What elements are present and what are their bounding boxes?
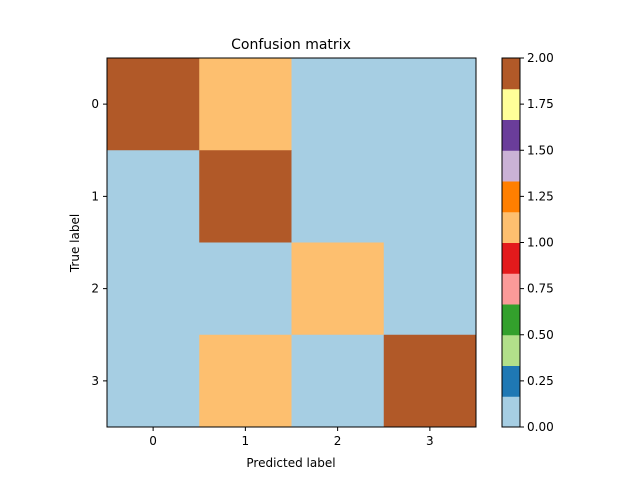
colorbar-tick-label: 1.00 bbox=[527, 236, 554, 250]
heatmap-cell-3-3 bbox=[383, 334, 477, 428]
y-tick-label: 3 bbox=[91, 374, 99, 388]
heatmap-cell-1-2 bbox=[291, 150, 385, 243]
colorbar-tick-label: 1.25 bbox=[527, 189, 554, 203]
colorbar-segment-9 bbox=[502, 119, 520, 151]
colorbar-segment-0 bbox=[502, 396, 520, 428]
y-axis-label: True label bbox=[68, 214, 82, 273]
colorbar-segment-4 bbox=[502, 273, 520, 305]
heatmap-cell-1-1 bbox=[199, 150, 292, 243]
x-axis-ticks: 0 1 2 3 bbox=[149, 427, 434, 448]
heatmap-cell-1-3 bbox=[383, 150, 477, 243]
heatmap-cell-2-2 bbox=[291, 242, 385, 336]
heatmap-cell-3-2 bbox=[291, 334, 385, 428]
x-tick-label: 1 bbox=[242, 434, 250, 448]
colorbar-segment-7 bbox=[502, 181, 520, 213]
x-tick-label: 2 bbox=[334, 434, 342, 448]
heatmap-cell-0-2 bbox=[291, 58, 385, 151]
heatmap-cell-1-0 bbox=[107, 150, 200, 243]
colorbar-segment-6 bbox=[502, 211, 520, 243]
heatmap-cell-0-3 bbox=[383, 58, 477, 151]
colorbar-tick-label: 0.50 bbox=[527, 328, 554, 342]
y-axis-ticks: 0 1 2 3 bbox=[91, 97, 107, 388]
colorbar bbox=[502, 58, 520, 428]
x-tick-label: 0 bbox=[149, 434, 157, 448]
colorbar-segment-11 bbox=[502, 58, 520, 90]
colorbar-segment-3 bbox=[502, 304, 520, 336]
colorbar-tick-label: 1.75 bbox=[527, 97, 554, 111]
colorbar-segment-5 bbox=[502, 242, 520, 274]
colorbar-tick-label: 1.50 bbox=[527, 143, 554, 157]
x-tick-label: 3 bbox=[426, 434, 434, 448]
colorbar-ticks: 0.00 0.25 0.50 0.75 1.00 1.25 1.50 1.75 2.00 bbox=[520, 51, 554, 434]
heatmap-cell-3-1 bbox=[199, 334, 292, 428]
plot-frame bbox=[106, 57, 477, 428]
y-tick-label: 1 bbox=[91, 189, 99, 203]
heatmap-cell-0-1 bbox=[199, 58, 292, 151]
y-tick-label: 0 bbox=[91, 97, 99, 111]
heatmap-cell-2-1 bbox=[199, 242, 292, 336]
colorbar-segment-1 bbox=[502, 365, 520, 397]
x-axis-label: Predicted label bbox=[246, 456, 335, 470]
colorbar-tick-label: 2.00 bbox=[527, 51, 554, 65]
heatmap-cells bbox=[107, 58, 477, 428]
heatmap-cell-2-3 bbox=[383, 242, 477, 336]
colorbar-segment-2 bbox=[502, 334, 520, 366]
colorbar-tick-label: 0.75 bbox=[527, 282, 554, 296]
colorbar-segment-8 bbox=[502, 150, 520, 182]
colorbar-tick-label: 0.25 bbox=[527, 374, 554, 388]
heatmap-cell-2-0 bbox=[107, 242, 200, 336]
colorbar-tick-label: 0.00 bbox=[527, 420, 554, 434]
chart-title: Confusion matrix bbox=[231, 37, 351, 53]
colorbar-segment-10 bbox=[502, 88, 520, 120]
heatmap-cell-3-0 bbox=[107, 334, 200, 428]
heatmap-cell-0-0 bbox=[107, 58, 200, 151]
y-tick-label: 2 bbox=[91, 282, 99, 296]
